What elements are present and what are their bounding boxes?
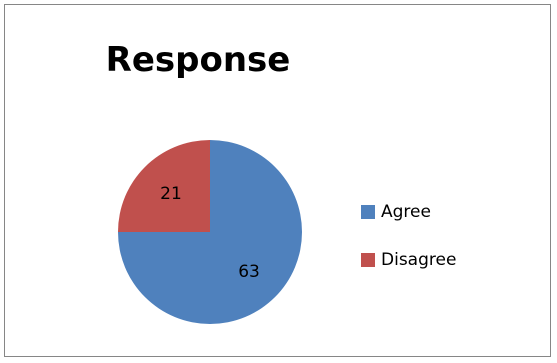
legend-item-agree: Agree bbox=[361, 201, 456, 223]
legend: Agree Disagree bbox=[361, 201, 456, 297]
data-label-disagree: 21 bbox=[160, 184, 182, 204]
legend-swatch-agree bbox=[361, 205, 375, 219]
legend-swatch-disagree bbox=[361, 253, 375, 267]
pie-slice-disagree bbox=[118, 140, 210, 232]
data-label-agree: 63 bbox=[238, 262, 260, 282]
legend-label-agree: Agree bbox=[381, 202, 431, 222]
pie-chart: 63 21 bbox=[118, 140, 302, 324]
chart-title: Response bbox=[105, 40, 291, 80]
chart-area: Response 63 21 Agree Disagree bbox=[4, 4, 551, 357]
legend-label-disagree: Disagree bbox=[381, 250, 457, 270]
legend-item-disagree: Disagree bbox=[361, 249, 456, 271]
